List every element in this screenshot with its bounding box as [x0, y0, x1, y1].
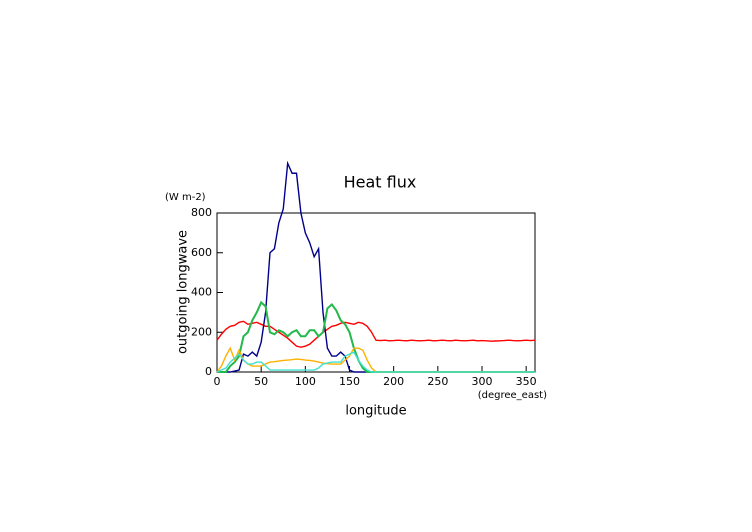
x-tick-label: 150	[339, 375, 360, 388]
series-line	[216, 351, 535, 373]
y-axis-label: outgoing longwave	[176, 230, 191, 354]
y-units: (W m-2)	[165, 192, 206, 203]
series-line	[216, 346, 535, 373]
y-tick-label: 800	[191, 206, 212, 219]
x-tick-label: 350	[516, 375, 537, 388]
x-tick-label: 100	[295, 375, 316, 388]
series-line	[217, 300, 535, 373]
x-tick-label: 250	[427, 375, 448, 388]
x-tick-label: 300	[472, 375, 493, 388]
x-tick-label: 50	[254, 375, 268, 388]
y-tick-label: 600	[191, 246, 212, 259]
x-tick-label: 200	[383, 375, 404, 388]
x-units: (degree_east)	[478, 390, 547, 401]
chart-title: Heat flux	[344, 173, 417, 192]
y-tick-label: 400	[191, 286, 212, 299]
x-axis-label: longitude	[345, 404, 406, 419]
y-tick-label: 200	[191, 325, 212, 338]
x-tick-label: 0	[214, 375, 221, 388]
y-tick-label: 0	[205, 365, 212, 378]
series-line	[216, 320, 536, 348]
plot-frame	[216, 212, 536, 373]
